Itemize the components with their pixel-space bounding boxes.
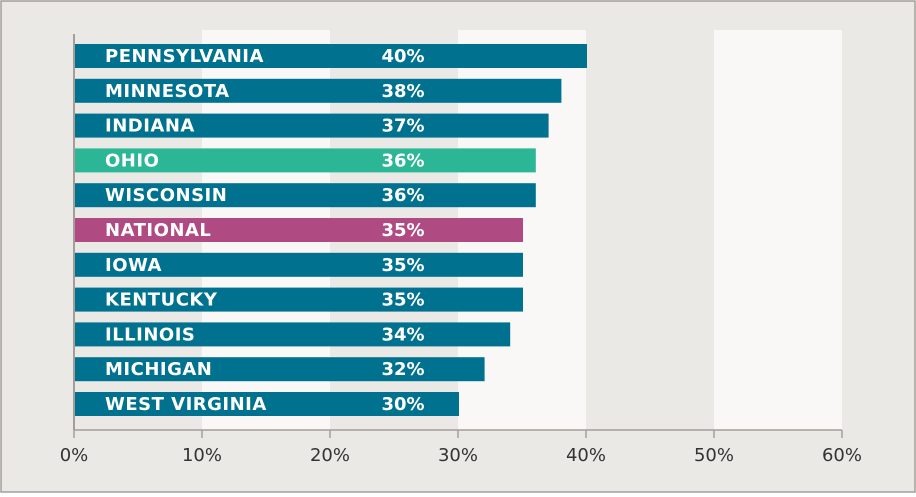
value-label: 37% (381, 116, 424, 137)
value-label: 40% (381, 46, 424, 67)
category-label: OHIO (105, 150, 159, 171)
category-label: KENTUCKY (105, 290, 218, 311)
bar (75, 148, 536, 173)
category-label: PENNSYLVANIA (105, 46, 264, 67)
x-tick-label: 30% (438, 445, 478, 466)
category-label: WEST VIRGINIA (105, 394, 267, 415)
value-label: 38% (381, 81, 424, 102)
bar (75, 218, 523, 242)
x-tick-label: 0% (60, 445, 89, 466)
category-label: WISCONSIN (105, 185, 227, 206)
value-label: 36% (381, 185, 424, 206)
category-label: ILLINOIS (105, 324, 195, 345)
bar (75, 357, 485, 382)
bar (75, 44, 587, 68)
value-label: 35% (381, 220, 424, 241)
bar (75, 392, 459, 416)
value-label: 32% (381, 359, 424, 380)
x-tick-label: 50% (694, 445, 734, 466)
value-label: 36% (381, 150, 424, 171)
x-tick-label: 40% (566, 445, 606, 466)
grid-band (714, 30, 842, 430)
bar (75, 287, 523, 312)
bar (75, 78, 562, 103)
category-label: INDIANA (105, 116, 195, 137)
value-label: 35% (381, 255, 424, 276)
bar (75, 183, 536, 208)
bar (75, 322, 511, 347)
x-tick-label: 60% (822, 445, 862, 466)
value-label: 30% (381, 394, 424, 415)
category-label: MICHIGAN (105, 359, 212, 380)
x-tick-label: 10% (182, 445, 222, 466)
bar (75, 113, 549, 138)
category-label: NATIONAL (105, 220, 211, 241)
category-label: IOWA (105, 255, 162, 276)
value-label: 34% (381, 324, 424, 345)
bar (75, 252, 523, 277)
value-label: 35% (381, 290, 424, 311)
category-label: MINNESOTA (105, 81, 230, 102)
x-tick-label: 20% (310, 445, 350, 466)
